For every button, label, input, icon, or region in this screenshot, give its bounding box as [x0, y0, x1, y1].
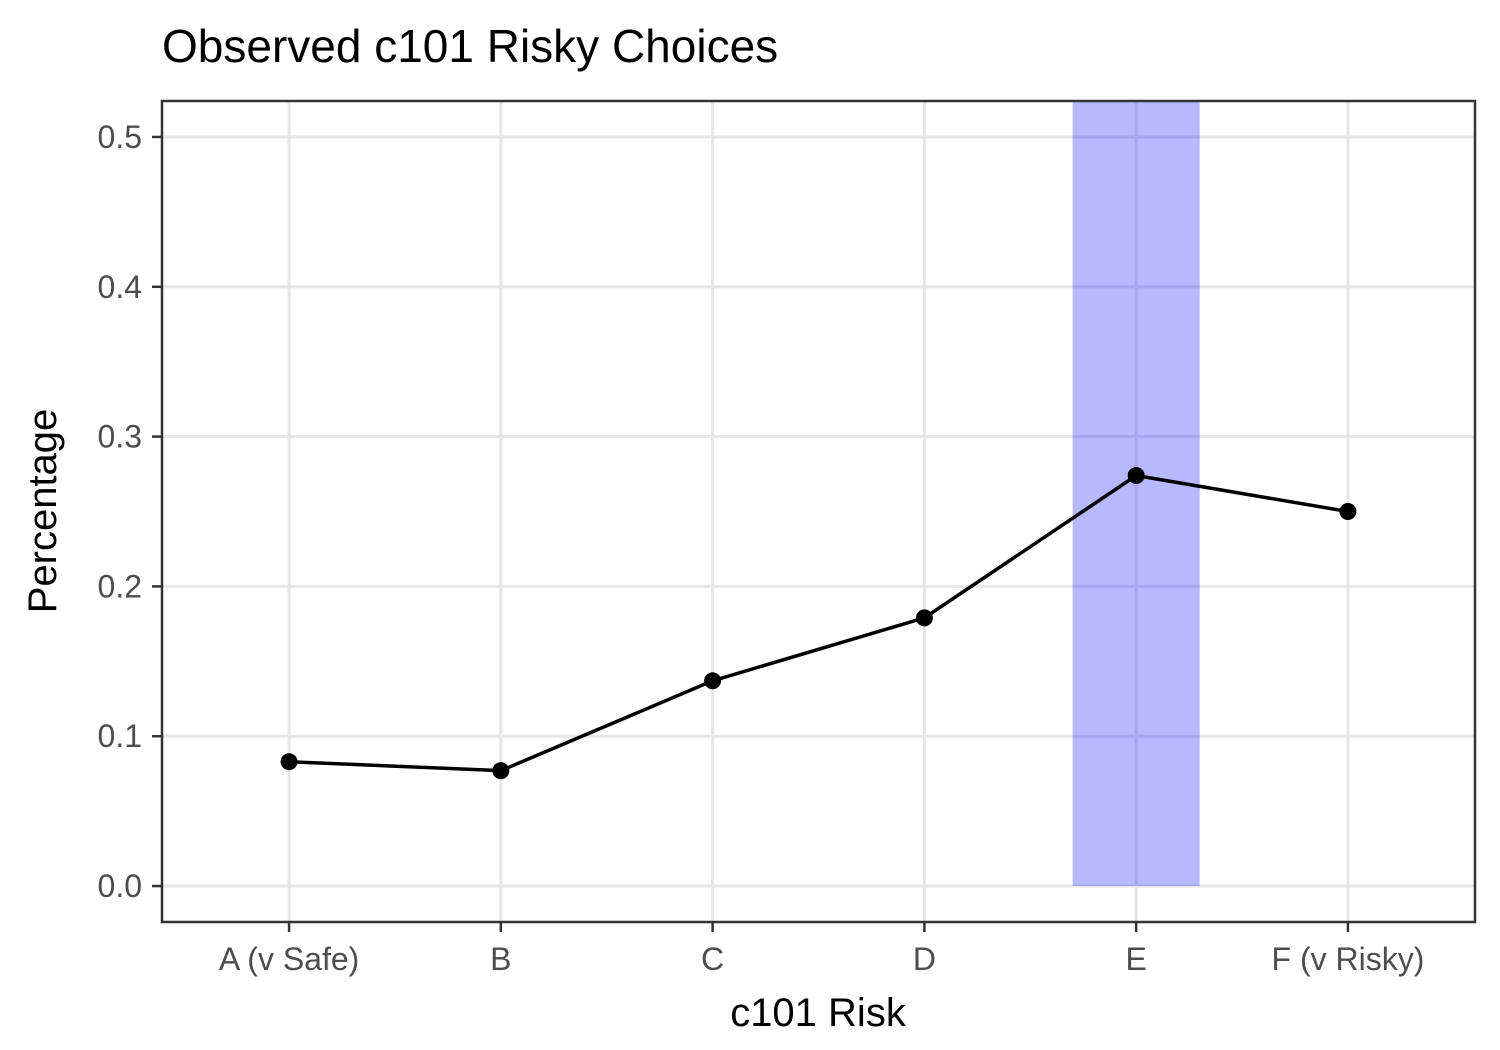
- data-point: [704, 672, 722, 690]
- x-axis: A (v Safe) B C D E F (v Risky): [219, 922, 1425, 977]
- y-tick-label: 0.4: [98, 269, 142, 305]
- highlight-band: [1072, 101, 1200, 887]
- y-tick-label: 0.2: [98, 568, 142, 604]
- x-tick-label: C: [701, 941, 724, 977]
- y-axis: 0.0 0.1 0.2 0.3 0.4 0.5: [98, 119, 162, 904]
- series-layer: [280, 467, 1357, 780]
- data-point: [1339, 503, 1357, 520]
- x-tick-label: B: [490, 941, 511, 977]
- y-tick-label: 0.0: [98, 868, 142, 904]
- x-tick-label: E: [1125, 941, 1146, 977]
- y-tick-label: 0.3: [98, 419, 142, 455]
- x-tick-label: A (v Safe): [219, 941, 360, 977]
- grid-lines: [162, 101, 1475, 922]
- panel-border: [160, 99, 1477, 924]
- x-tick-label: F (v Risky): [1272, 941, 1425, 977]
- y-axis-title: Percentage: [21, 409, 65, 614]
- highlight-band-layer: [1072, 101, 1200, 887]
- y-tick-label: 0.5: [98, 119, 142, 155]
- x-tick-label: D: [913, 941, 936, 977]
- y-tick-label: 0.1: [98, 718, 142, 754]
- data-point: [915, 609, 933, 627]
- x-axis-title: c101 Risk: [730, 991, 907, 1035]
- data-point: [1127, 467, 1145, 485]
- chart-title: Observed c101 Risky Choices: [162, 20, 778, 72]
- series-line: [288, 473, 1349, 773]
- data-point: [492, 762, 510, 780]
- data-point: [280, 753, 298, 771]
